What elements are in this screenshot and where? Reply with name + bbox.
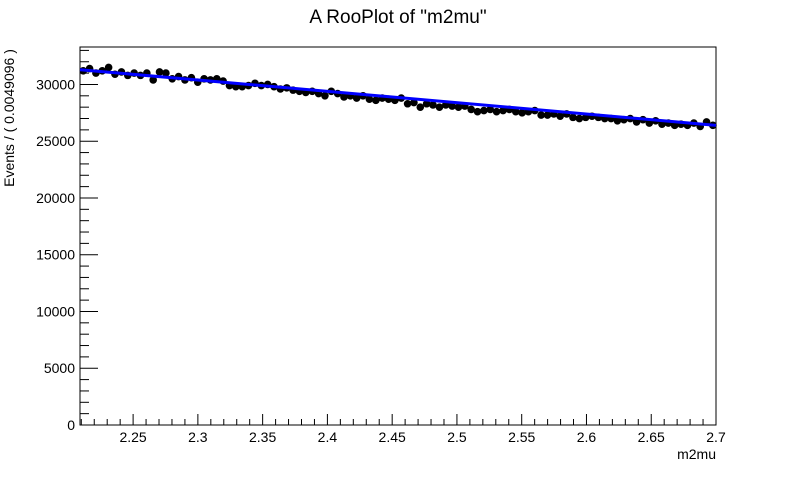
data-point <box>486 105 495 114</box>
data-point <box>613 116 622 125</box>
x-tick-label: 2.6 <box>577 429 597 445</box>
y-tick-label: 5000 <box>44 360 75 376</box>
data-point <box>467 105 475 114</box>
x-tick-label: 2.45 <box>379 429 406 445</box>
data-point <box>149 76 157 84</box>
data-point <box>104 63 113 72</box>
data-point <box>454 103 463 111</box>
data-point <box>321 92 329 100</box>
data-point <box>422 99 431 108</box>
data-point <box>556 112 564 121</box>
data-point <box>429 101 437 109</box>
x-tick-label: 2.65 <box>638 429 665 445</box>
x-tick-label: 2.25 <box>119 429 146 445</box>
data-point <box>410 98 418 107</box>
data-point <box>372 96 380 105</box>
plot-frame <box>79 46 717 426</box>
x-tick-label: 2.7 <box>706 429 726 445</box>
fit-curve <box>79 68 717 127</box>
y-axis-label: Events / ( 0.0049096 ) <box>1 49 17 187</box>
data-point <box>575 114 584 123</box>
data-point <box>416 103 425 111</box>
data-point <box>569 113 577 122</box>
y-tick-label: 30000 <box>36 76 75 92</box>
x-tick-label: 2.55 <box>508 429 535 445</box>
y-tick-label: 20000 <box>36 190 75 206</box>
data-point <box>448 102 456 110</box>
data-point <box>403 99 412 108</box>
data-point <box>435 103 444 111</box>
data-point <box>492 107 501 116</box>
data-point <box>365 95 374 104</box>
y-tick-label: 10000 <box>36 303 75 319</box>
data-point <box>473 107 482 116</box>
data-point <box>670 121 679 130</box>
data-point <box>162 69 170 77</box>
data-point <box>340 93 348 101</box>
data-point <box>480 106 488 115</box>
data-point <box>155 68 164 76</box>
data-point <box>543 111 552 119</box>
data-point <box>518 109 526 117</box>
data-point <box>499 106 507 115</box>
x-tick-label: 2.5 <box>447 429 467 445</box>
y-tick-label: 15000 <box>36 247 75 263</box>
data-point <box>352 94 361 102</box>
y-axis: 0 5000 10000 15000 20000 25000 30000 <box>36 49 98 433</box>
x-axis: 2.25 2.3 2.35 2.4 2.45 2.5 2.55 2.6 2.65 2.7 <box>80 414 726 445</box>
data-point <box>658 120 666 128</box>
y-tick-label: 25000 <box>36 133 75 149</box>
x-tick-label: 2.35 <box>249 429 276 445</box>
data-point <box>537 111 545 119</box>
x-tick-label: 2.4 <box>318 429 338 445</box>
data-point <box>511 107 520 116</box>
y-tick-label: 0 <box>67 417 75 433</box>
fit-curve-group <box>79 68 717 127</box>
x-tick-label: 2.3 <box>188 429 208 445</box>
x-axis-label: m2mu <box>677 446 716 462</box>
chart-title: A RooPlot of "m2mu" <box>309 7 486 28</box>
